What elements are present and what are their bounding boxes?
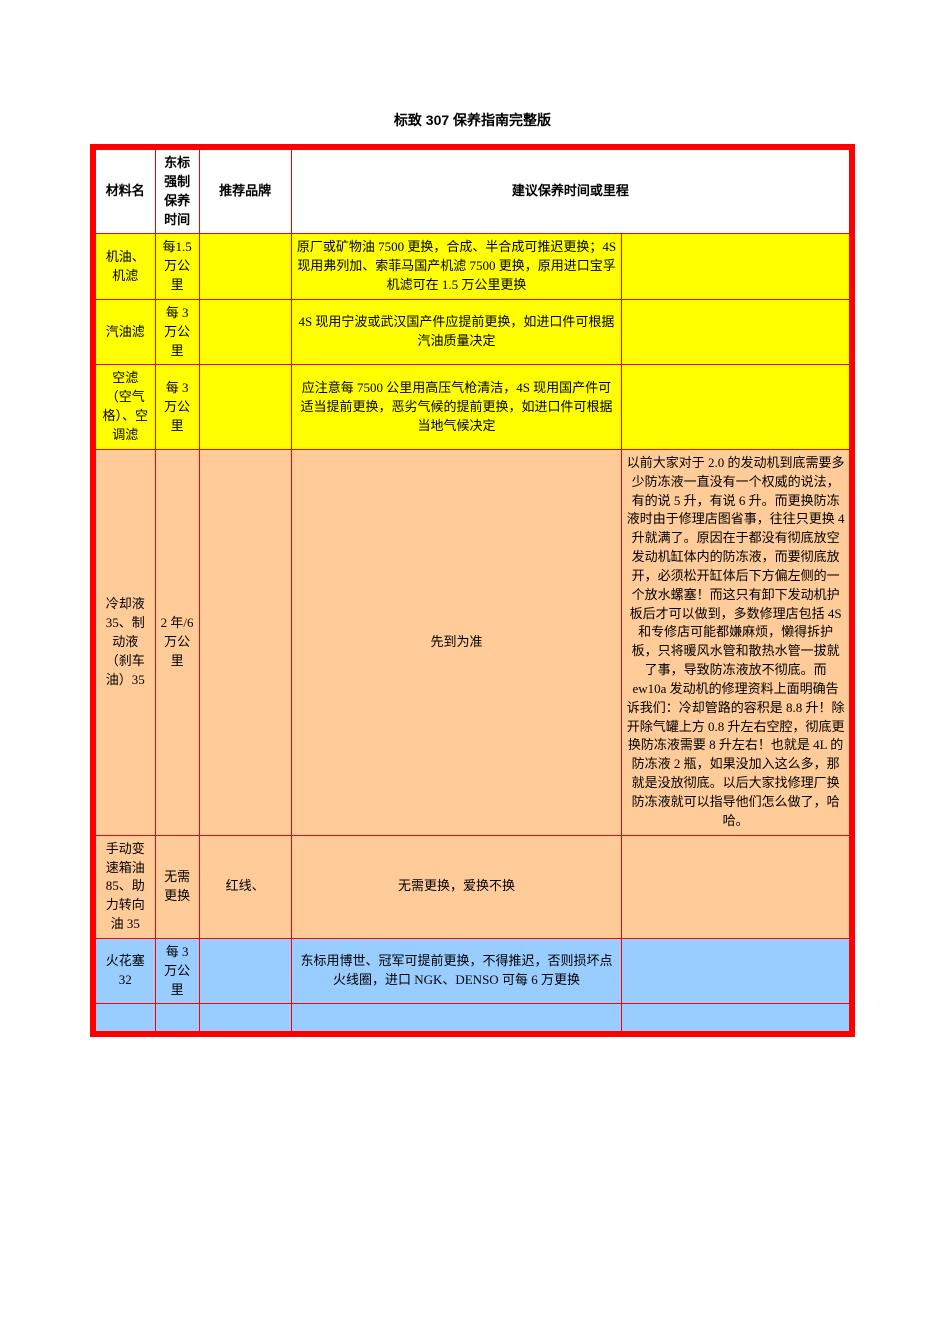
page-title: 标致 307 保养指南完整版 <box>90 110 855 130</box>
cell-advice: 无需更换，爱换不换 <box>291 835 621 938</box>
th-interval: 东标强制保养时间 <box>155 147 199 234</box>
cell-material: 冷却液35、制动液（刹车油）35 <box>93 449 155 835</box>
cell-notes: 以前大家对于 2.0 的发动机到底需要多少防冻液一直没有一个权威的说法，有的说 … <box>622 449 852 835</box>
cell-advice <box>291 1004 621 1034</box>
cell-interval: 每1.5万公里 <box>155 234 199 300</box>
cell-material: 手动变速箱油85、助力转向油 35 <box>93 835 155 938</box>
cell-notes <box>622 835 852 938</box>
th-advice: 建议保养时间或里程 <box>291 147 852 234</box>
table-row: 汽油滤 每 3万公里 4S 现用宁波或武汉国产件应提前更换，如进口件可根据汽油质… <box>93 299 852 365</box>
cell-brand <box>199 449 291 835</box>
cell-brand <box>199 299 291 365</box>
cell-notes <box>622 365 852 449</box>
cell-advice: 4S 现用宁波或武汉国产件应提前更换，如进口件可根据汽油质量决定 <box>291 299 621 365</box>
cell-brand <box>199 365 291 449</box>
cell-interval <box>155 1004 199 1034</box>
cell-brand: 红线、 <box>199 835 291 938</box>
cell-notes <box>622 299 852 365</box>
table-row: 手动变速箱油85、助力转向油 35 无需更换 红线、 无需更换，爱换不换 <box>93 835 852 938</box>
cell-brand <box>199 1004 291 1034</box>
cell-interval: 每 3万公里 <box>155 365 199 449</box>
cell-advice: 应注意每 7500 公里用高压气枪清洁，4S 现用国产件可适当提前更换，恶劣气候… <box>291 365 621 449</box>
cell-notes <box>622 1004 852 1034</box>
cell-notes <box>622 234 852 300</box>
table-row: 空滤（空气格）、空调滤 每 3万公里 应注意每 7500 公里用高压气枪清洁，4… <box>93 365 852 449</box>
cell-brand <box>199 938 291 1004</box>
table-row <box>93 1004 852 1034</box>
maintenance-table: 材料名 东标强制保养时间 推荐品牌 建议保养时间或里程 机油、机滤 每1.5万公… <box>90 144 855 1037</box>
cell-advice: 东标用博世、冠军可提前更换，不得推迟，否则损坏点火线圈，进口 NGK、DENSO… <box>291 938 621 1004</box>
cell-brand <box>199 234 291 300</box>
cell-material: 空滤（空气格）、空调滤 <box>93 365 155 449</box>
cell-interval: 每 3万公里 <box>155 299 199 365</box>
table-row: 机油、机滤 每1.5万公里 原厂或矿物油 7500 更换，合成、半合成可推迟更换… <box>93 234 852 300</box>
cell-material: 汽油滤 <box>93 299 155 365</box>
cell-advice: 先到为准 <box>291 449 621 835</box>
table-row: 火花塞32 每 3万公里 东标用博世、冠军可提前更换，不得推迟，否则损坏点火线圈… <box>93 938 852 1004</box>
th-material: 材料名 <box>93 147 155 234</box>
cell-material: 机油、机滤 <box>93 234 155 300</box>
table-header-row: 材料名 东标强制保养时间 推荐品牌 建议保养时间或里程 <box>93 147 852 234</box>
cell-interval: 2 年/6 万公里 <box>155 449 199 835</box>
th-brand: 推荐品牌 <box>199 147 291 234</box>
cell-interval: 无需更换 <box>155 835 199 938</box>
cell-advice: 原厂或矿物油 7500 更换，合成、半合成可推迟更换；4S 现用弗列加、索菲马国… <box>291 234 621 300</box>
cell-material <box>93 1004 155 1034</box>
cell-interval: 每 3万公里 <box>155 938 199 1004</box>
cell-material: 火花塞32 <box>93 938 155 1004</box>
table-row: 冷却液35、制动液（刹车油）35 2 年/6 万公里 先到为准 以前大家对于 2… <box>93 449 852 835</box>
cell-notes <box>622 938 852 1004</box>
